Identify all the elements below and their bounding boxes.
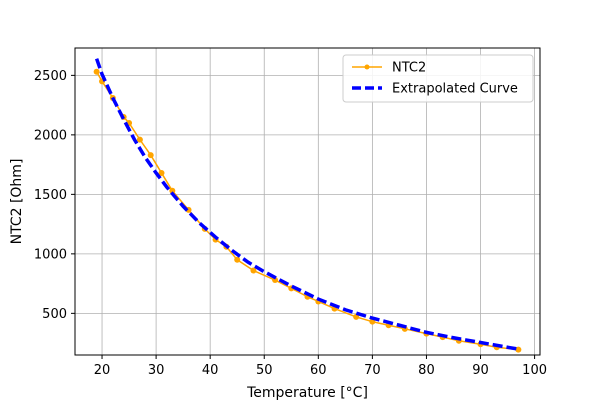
legend-label-ntc2: NTC2 xyxy=(392,61,426,76)
data-point-ntc2 xyxy=(234,256,241,263)
x-tick-label: 70 xyxy=(364,363,381,378)
series-line-extrapolated-curve xyxy=(94,58,519,351)
legend-label-extrapolated-curve: Extrapolated Curve xyxy=(392,82,518,97)
data-point-ntc2 xyxy=(158,169,165,176)
y-tick-label: 1000 xyxy=(34,247,67,262)
plot-frame xyxy=(74,47,541,356)
x-tick-label: 30 xyxy=(148,363,165,378)
x-tick-label: 50 xyxy=(256,363,273,378)
x-tick-label: 90 xyxy=(472,363,489,378)
legend: NTC2 Extrapolated Curve xyxy=(342,54,534,103)
legend-entry-ntc2: NTC2 xyxy=(352,61,426,76)
y-tick-label: 1500 xyxy=(34,188,67,203)
series-layer xyxy=(93,58,522,353)
x-tick-label: 60 xyxy=(310,363,327,378)
y-axis-label: NTC2 [Ohm] xyxy=(9,159,25,245)
x-tick-label: 80 xyxy=(418,363,435,378)
legend-marker-ntc2 xyxy=(364,64,370,70)
data-point-ntc2 xyxy=(147,152,154,159)
y-tick-label: 500 xyxy=(42,307,67,322)
data-point-ntc2 xyxy=(169,187,176,194)
data-point-ntc2 xyxy=(515,346,522,353)
y-axis-ticks: 500 1000 1500 2000 2500 xyxy=(34,69,75,322)
y-tick-label: 2000 xyxy=(34,128,67,143)
legend-box xyxy=(342,54,534,103)
series-line-ntc2 xyxy=(95,71,519,351)
y-tick-label: 2500 xyxy=(34,69,67,84)
data-point-ntc2 xyxy=(250,267,257,274)
x-axis-ticks: 20 30 40 50 60 70 80 90 100 xyxy=(94,355,547,378)
x-axis-label: Temperature [°C] xyxy=(246,385,368,400)
data-point-ntc2 xyxy=(93,68,100,75)
x-tick-label: 20 xyxy=(94,363,111,378)
data-point-ntc2 xyxy=(353,313,360,320)
data-point-ntc2 xyxy=(136,136,143,143)
x-tick-label: 100 xyxy=(522,363,547,378)
legend-entry-extrapolated-curve: Extrapolated Curve xyxy=(352,82,518,97)
x-tick-label: 40 xyxy=(202,363,219,378)
